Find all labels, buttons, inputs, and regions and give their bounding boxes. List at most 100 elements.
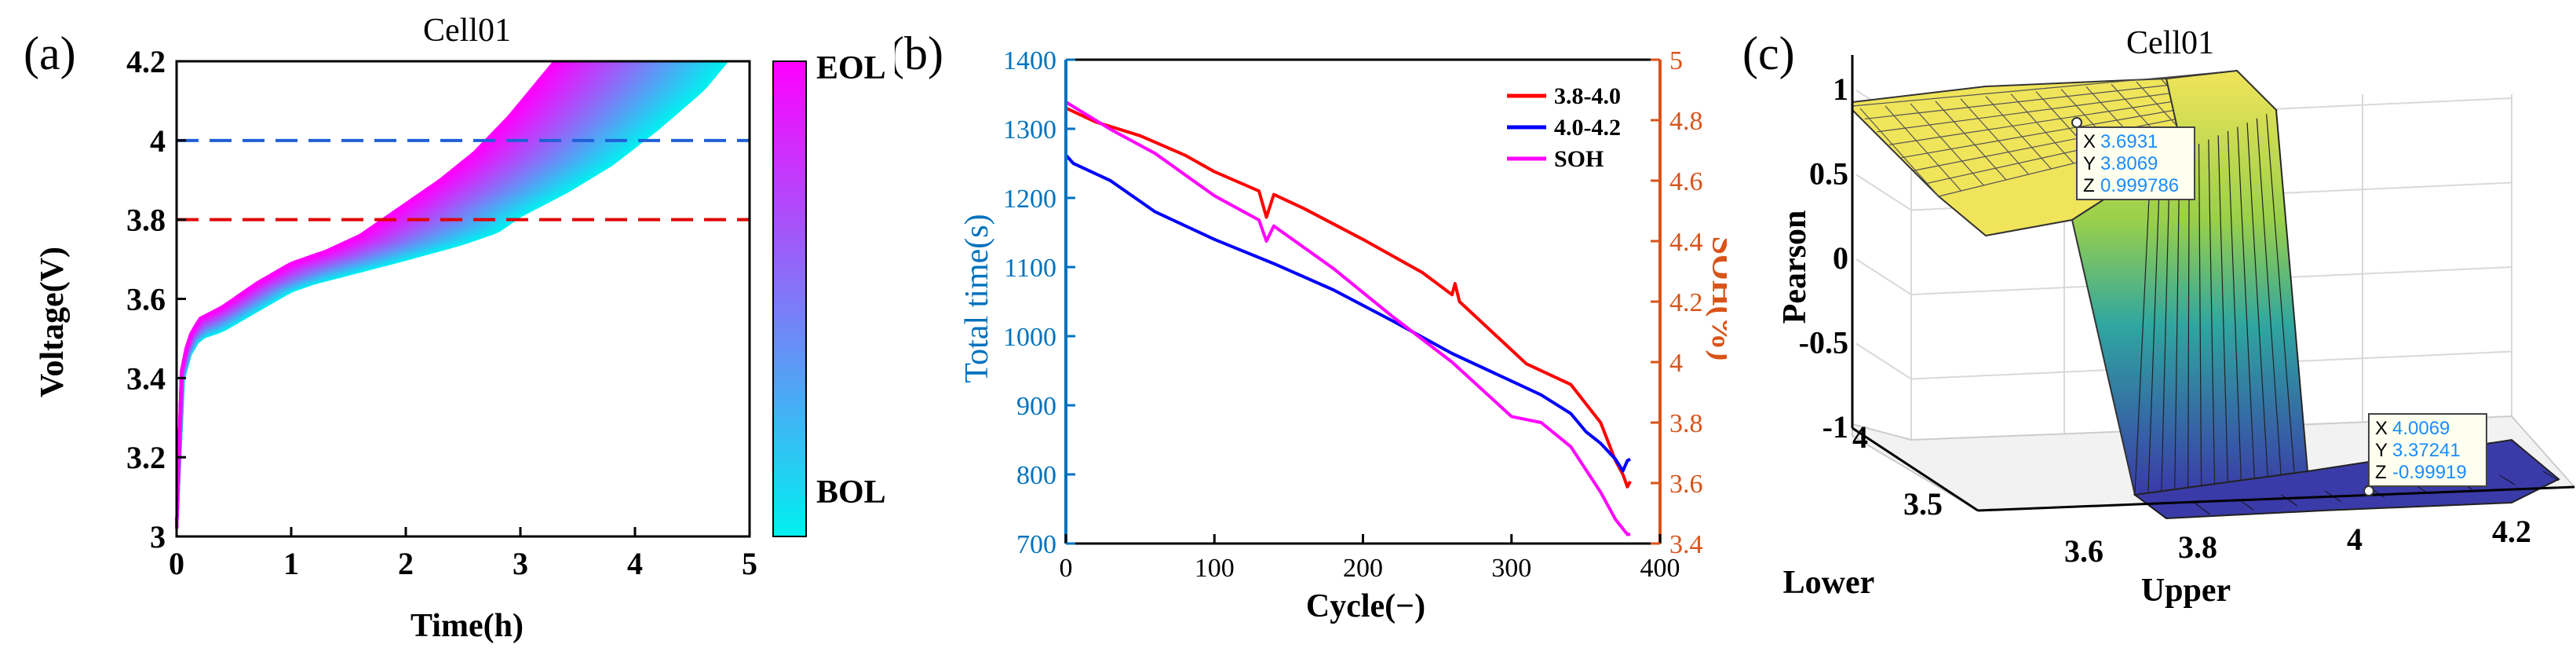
cliff-mesh-line [2198, 144, 2202, 486]
panel-c: (c) Cell01 -1 -0.5 0 0.5 1 3.6 3.8 4 4.2 3.5 4 Pea… [1742, 25, 2576, 609]
y-left-tick-label: 1300 [1003, 115, 1056, 145]
datatip-2-marker [2363, 485, 2374, 496]
chart-a-title: Cell01 [423, 13, 511, 49]
series-line-3 [1064, 101, 1631, 536]
datatip-1-z-label: Z [2083, 175, 2095, 196]
legend-label-40-42: 4.0-4.2 [1554, 115, 1621, 141]
panel-c-label: (c) [1742, 27, 1795, 79]
y-tick-label: 3.6 [126, 282, 166, 317]
x-tick-label: 4 [2347, 522, 2363, 557]
colorbar-eol-label: EOL [816, 50, 886, 86]
surface-mesh-line [2010, 93, 2074, 164]
surface-mesh-line [1935, 101, 2007, 181]
z-tick-label: 1 [1833, 71, 1848, 107]
cliff-mesh-line [2227, 130, 2242, 481]
x-tick-label: 5 [742, 546, 757, 581]
y-left-tick-label: 900 [1016, 392, 1056, 421]
y-tick-label: 3.2 [126, 440, 166, 475]
z-grid-side-0.5 [1855, 174, 1912, 211]
chart-b-legend: 3.8-4.0 4.0-4.2 SOH [1507, 83, 1621, 172]
x-tick-label: 3.8 [2178, 529, 2217, 565]
y-tick-label: 3.5 [1903, 486, 1943, 522]
z-tick-label: 0 [1833, 240, 1848, 276]
x-tick-label: 0 [169, 546, 184, 581]
cliff-mesh-line [2208, 139, 2216, 485]
cliff-mesh-line [2237, 126, 2255, 479]
surface-mesh-line [1985, 96, 2052, 170]
chart-b-ylabel-right: SOH(%) [1705, 236, 1727, 361]
y-right-tick-label: 4.6 [1669, 167, 1703, 196]
datatip-2[interactable]: X 4.0069 Y 3.37241 Z -0.99919 [2363, 413, 2487, 496]
chart-a-colorbar [772, 60, 807, 537]
y-right-tick-label: 5 [1669, 46, 1683, 75]
x-tick-label: 3.6 [2064, 533, 2103, 569]
low-mesh-line [2281, 494, 2297, 507]
chart-c-zlabel: Pearson [1777, 211, 1813, 324]
low-mesh-line [2542, 470, 2560, 481]
x-tick-label: 100 [1195, 554, 1235, 583]
y-tick-label: 4 [150, 123, 166, 159]
low-mesh-line [2194, 502, 2210, 515]
y-left-tick-label: 800 [1016, 461, 1056, 490]
chart-b-xlabel: Cycle(−) [1306, 588, 1425, 624]
y-right-tick-label: 4.4 [1669, 228, 1703, 257]
datatip-1-x-value: 3.6931 [2100, 131, 2158, 152]
series-line-1 [1065, 106, 1632, 489]
y-left-tick-label: 700 [1016, 530, 1056, 559]
cliff-mesh-line [2134, 164, 2151, 496]
cliff-mesh-line [2256, 118, 2282, 475]
colorbar-bol-label: BOL [816, 474, 886, 511]
x-tick-label: 300 [1491, 554, 1531, 583]
chart-b-ylabel-left: Total time(s) [959, 214, 995, 383]
surface-mesh-line [1910, 103, 1984, 186]
datatip-1-y-value: 3.8069 [2100, 153, 2158, 174]
cliff-mesh-line [2217, 135, 2229, 482]
y-left-tick-label: 1100 [1004, 254, 1056, 283]
cliff-mesh-line [2246, 123, 2268, 477]
x-tick-label: 4.2 [2492, 514, 2531, 549]
x-tick-label: 1 [283, 546, 299, 581]
surface-mesh-line [1859, 108, 1939, 197]
legend-label-soh: SOH [1554, 146, 1604, 172]
cliff-mesh-line [2147, 160, 2161, 493]
datatip-1-z-value: 0.999786 [2100, 175, 2179, 196]
y-right-tick-label: 3.8 [1669, 409, 1703, 438]
cliff-mesh-line [2174, 152, 2180, 490]
y-right-tick-label: 3.4 [1669, 530, 1703, 559]
datatip-1[interactable]: X 3.6931 Y 3.8069 Z 0.999786 [2071, 117, 2195, 200]
panel-b-label: (b) [895, 27, 943, 79]
datatip-2-z-label: Z [2375, 462, 2387, 483]
y-left-tick-label: 1000 [1003, 323, 1056, 352]
y-left-tick-label: 1200 [1003, 185, 1056, 214]
x-tick-label: 4 [627, 546, 643, 581]
x-tick-label: 0 [1060, 554, 1073, 583]
y-right-tick-label: 4 [1669, 349, 1683, 378]
datatip-2-y-value: 3.37241 [2392, 440, 2461, 461]
panel-a-label: (a) [24, 27, 76, 79]
y-right-tick-label: 4.2 [1669, 288, 1703, 317]
y-left-tick-label: 1400 [1003, 46, 1056, 75]
series-line-2 [1064, 154, 1631, 473]
chart-c-ylabel: Lower [1783, 565, 1875, 601]
datatip-2-x-label: X [2375, 418, 2388, 439]
datatip-2-box [2368, 413, 2487, 487]
legend-label-38-40: 3.8-4.0 [1554, 83, 1621, 109]
low-mesh-line [2150, 506, 2167, 519]
voltage-curve-60 [175, 60, 556, 529]
chart-c-y-axis [1852, 427, 1979, 512]
y-tick-label: 3 [150, 519, 166, 555]
cliff-mesh-line [2266, 114, 2295, 474]
chart-c-title: Cell01 [2126, 25, 2214, 61]
cliff-mesh-line [2161, 156, 2171, 492]
y-right-tick-label: 3.6 [1669, 470, 1703, 499]
chart-c-x-axis [1977, 485, 2575, 512]
x-tick-label: 400 [1640, 554, 1680, 583]
voltage-curve-53 [175, 60, 576, 529]
voltage-curve-52 [175, 60, 579, 529]
surface-mesh-line [1852, 70, 2238, 107]
low-mesh-line [2499, 474, 2516, 485]
datatip-2-y-label: Y [2375, 440, 2388, 461]
panel-b: (b) 0 100 200 300 400 700 800 900 1000 1100 1200 13… [895, 27, 1727, 624]
y-tick-label: 4.2 [126, 44, 166, 79]
datatip-1-box [2076, 126, 2195, 200]
